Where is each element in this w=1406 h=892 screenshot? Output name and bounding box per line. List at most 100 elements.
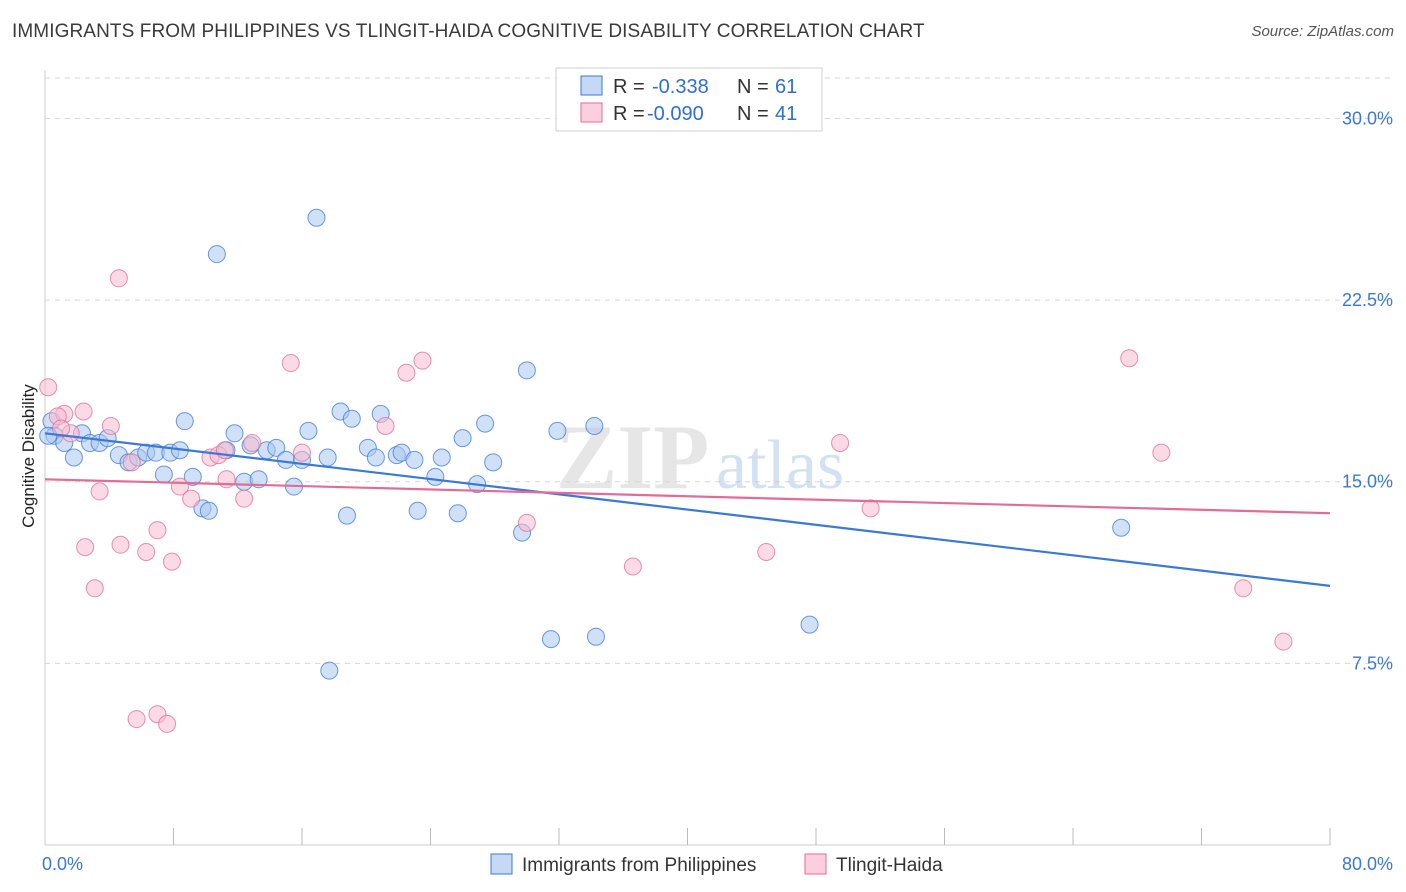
- tlingit-haida-point: [148, 521, 167, 540]
- chart-title: IMMIGRANTS FROM PHILIPPINES VS TLINGIT-H…: [12, 21, 925, 42]
- tlingit-haida-point: [127, 710, 146, 729]
- bottom-legend-swatch-tlingit: [804, 853, 827, 875]
- data-points: [39, 208, 1293, 733]
- legend-n-label-2: N =: [737, 103, 769, 125]
- bottom-legend-label-philippines: Immigrants from Philippines: [522, 855, 756, 876]
- y-tick-label: 22.5%: [1342, 290, 1393, 310]
- philippines-trend-line: [44, 432, 1331, 587]
- philippines-point: [307, 208, 326, 227]
- philippines-point: [448, 504, 467, 523]
- axes: [44, 70, 1331, 846]
- philippines-point: [225, 424, 244, 443]
- philippines-point: [64, 448, 83, 467]
- philippines-point: [320, 661, 339, 680]
- tlingit-haida-point: [182, 489, 201, 508]
- tlingit-haida-point: [623, 557, 642, 576]
- philippines-point: [342, 409, 361, 428]
- tlingit-haida-point: [376, 417, 395, 436]
- tlingit-haida-point: [861, 499, 880, 518]
- grid-lines: [45, 77, 1392, 664]
- tlingit-haida-point: [101, 417, 120, 436]
- y-tick-label: 15.0%: [1342, 472, 1393, 492]
- philippines-point: [517, 361, 536, 380]
- tlingit-haida-point: [1120, 349, 1139, 368]
- tlingit-haida-point: [109, 269, 128, 288]
- tlingit-haida-trend-line: [44, 478, 1331, 515]
- philippines-point: [586, 627, 605, 646]
- tlingit-haida-point: [831, 433, 850, 452]
- philippines-point: [800, 615, 819, 634]
- tlingit-haida-point: [162, 552, 181, 571]
- philippines-point: [267, 438, 286, 457]
- trend-lines: [44, 432, 1331, 587]
- tlingit-haida-point: [137, 542, 156, 561]
- philippines-point: [476, 414, 495, 433]
- philippines-point: [276, 450, 295, 469]
- tlingit-haida-point: [293, 443, 311, 462]
- tlingit-haida-point: [397, 363, 416, 382]
- tlingit-haida-point: [85, 579, 104, 598]
- tlingit-haida-point: [235, 489, 254, 508]
- philippines-point: [299, 421, 318, 440]
- y-tick-label: 7.5%: [1352, 653, 1393, 673]
- tlingit-haida-point: [757, 542, 776, 561]
- tlingit-haida-point: [243, 433, 262, 452]
- tlingit-haida-point: [111, 535, 130, 554]
- philippines-point: [484, 453, 503, 472]
- tick-labels: 7.5% 15.0% 22.5% 30.0% 0.0% 80.0%: [42, 108, 1393, 874]
- bottom-legend-swatch-philippines: [490, 853, 513, 875]
- philippines-point: [199, 501, 218, 520]
- philippines-point: [249, 470, 268, 489]
- tlingit-haida-point: [1152, 443, 1171, 462]
- watermark-atlas: atlas: [716, 427, 844, 504]
- legend-n-label-1: N =: [737, 76, 769, 98]
- tlingit-haida-point: [413, 351, 432, 370]
- legend-n-value-1: 61: [775, 76, 797, 98]
- legend-n-value-2: 41: [775, 103, 797, 125]
- tlingit-haida-point: [90, 482, 109, 501]
- series-legend: Immigrants from Philippines Tlingit-Haid…: [490, 853, 943, 876]
- x-tick-label: 80.0%: [1342, 854, 1393, 874]
- philippines-point: [432, 448, 451, 467]
- tlingit-haida-point: [158, 714, 177, 733]
- philippines-point: [318, 448, 337, 467]
- tlingit-haida-point: [76, 538, 95, 557]
- philippines-point: [154, 465, 173, 484]
- tlingit-haida-point: [52, 419, 71, 438]
- watermark-zip: ZIP: [556, 406, 709, 508]
- tlingit-haida-point: [281, 354, 300, 373]
- philippines-point: [585, 417, 604, 436]
- philippines-point: [207, 245, 226, 264]
- philippines-point: [175, 412, 194, 431]
- correlation-legend: R = -0.338 N = 61 R = -0.090 N = 41: [555, 67, 823, 132]
- legend-r-value-2: -0.090: [647, 103, 704, 125]
- philippines-point: [453, 429, 472, 448]
- tlingit-haida-point: [1274, 632, 1293, 651]
- tlingit-haida-point: [122, 453, 141, 472]
- y-tick-label: 30.0%: [1342, 108, 1393, 128]
- legend-r-value-1: -0.338: [652, 76, 709, 98]
- tlingit-haida-point: [39, 378, 58, 397]
- philippines-point: [1112, 518, 1131, 537]
- tlingit-haida-point: [1234, 579, 1253, 598]
- watermark: ZIP atlas: [556, 406, 844, 508]
- tlingit-haida-point: [517, 513, 536, 532]
- philippines-point: [405, 450, 424, 469]
- chart-source: Source: ZipAtlas.com: [1251, 23, 1394, 40]
- philippines-point: [426, 467, 445, 486]
- legend-swatch-philippines: [580, 75, 603, 96]
- x-tick-label: 0.0%: [42, 854, 83, 874]
- philippines-point: [548, 421, 567, 440]
- philippines-point: [337, 506, 356, 525]
- bottom-legend-label-tlingit: Tlingit-Haida: [836, 855, 943, 876]
- tlingit-haida-point: [74, 402, 93, 421]
- y-axis-title: Cognitive Disability: [19, 384, 38, 528]
- philippines-point: [408, 501, 427, 520]
- philippines-point: [541, 630, 560, 649]
- philippines-point: [183, 467, 202, 486]
- legend-r-label-1: R =: [613, 76, 645, 98]
- legend-r-label-2: R =: [613, 103, 645, 125]
- philippines-point: [366, 448, 385, 467]
- legend-swatch-tlingit: [580, 102, 603, 123]
